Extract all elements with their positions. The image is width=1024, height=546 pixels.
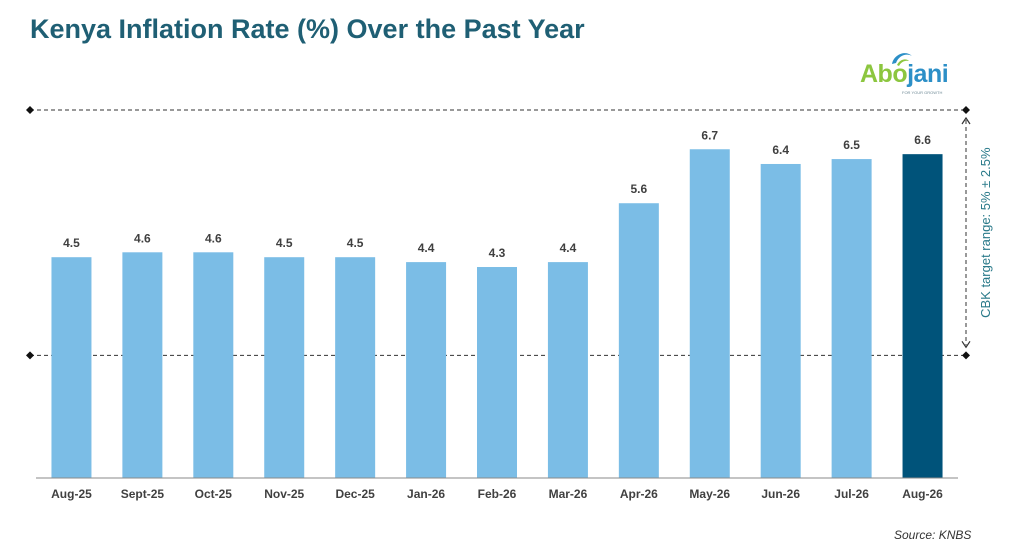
category-label: Apr-26: [620, 487, 658, 501]
target-band-label: CBK target range: 5% ± 2.5%: [978, 147, 993, 318]
target-band-lower-left-diamond: [26, 351, 34, 360]
bar-value-label: 5.6: [631, 182, 648, 196]
category-label: Mar-26: [549, 487, 588, 501]
logo-tagline: FOR YOUR GROWTH: [902, 90, 943, 95]
category-label: Sept-25: [121, 487, 165, 501]
category-label: Jan-26: [407, 487, 445, 501]
logo-text-part2: jani: [907, 60, 949, 88]
abojani-logo: Abojani FOR YOUR GROWTH: [860, 50, 970, 96]
bar-value-label: 4.6: [205, 231, 222, 245]
category-label: Jun-26: [761, 487, 800, 501]
logo-wordmark: Abojani: [860, 60, 949, 89]
bar-value-label: 6.6: [914, 133, 931, 147]
bar-value-label: 4.4: [560, 241, 577, 255]
bar-Dec-25: [335, 257, 376, 478]
chart-title: Kenya Inflation Rate (%) Over the Past Y…: [30, 14, 585, 44]
bar-Aug-26: [902, 154, 943, 478]
category-label: Oct-25: [195, 487, 233, 501]
bar-value-label: 4.6: [134, 231, 151, 245]
bar-May-26: [689, 149, 730, 478]
bar-value-label: 4.4: [418, 241, 435, 255]
target-band-upper-right-diamond: [962, 106, 970, 114]
logo-text-part1: Abo: [860, 60, 908, 88]
bar-Apr-26: [618, 203, 659, 478]
bar-value-label: 4.5: [276, 236, 293, 250]
bar-value-label: 6.7: [701, 128, 718, 142]
logo-swirl-icon: [892, 53, 912, 66]
bar-value-label: 4.3: [489, 246, 506, 260]
bar-value-label: 4.5: [347, 236, 364, 250]
bar-Sept-25: [122, 252, 163, 478]
category-label: Aug-26: [902, 487, 943, 501]
bar-value-label: 6.4: [772, 143, 789, 157]
bar-Nov-25: [264, 257, 305, 478]
target-band-arrow-up-icon: [961, 116, 971, 125]
bar-value-label: 6.5: [843, 138, 860, 152]
category-label: Nov-25: [264, 487, 304, 501]
target-band-lower-right-diamond: [962, 351, 970, 360]
category-label: Dec-25: [335, 487, 375, 501]
category-label: Jul-26: [834, 487, 869, 501]
bar-Jan-26: [406, 262, 447, 478]
bar-value-label: 4.5: [63, 236, 80, 250]
bar-Feb-26: [477, 267, 517, 478]
category-label: Feb-26: [478, 487, 517, 501]
target-band-arrow-down-icon: [961, 341, 971, 349]
target-band-upper-left-diamond: [26, 106, 34, 114]
bar-Mar-26: [547, 262, 588, 478]
bar-Jun-26: [760, 163, 801, 478]
category-label: Aug-25: [51, 487, 92, 501]
bar-Aug-25: [51, 257, 92, 478]
bar-Jul-26: [831, 159, 872, 479]
bar-Oct-25: [193, 252, 234, 478]
category-label: May-26: [689, 487, 730, 501]
source-note: Source: KNBS: [894, 528, 972, 542]
